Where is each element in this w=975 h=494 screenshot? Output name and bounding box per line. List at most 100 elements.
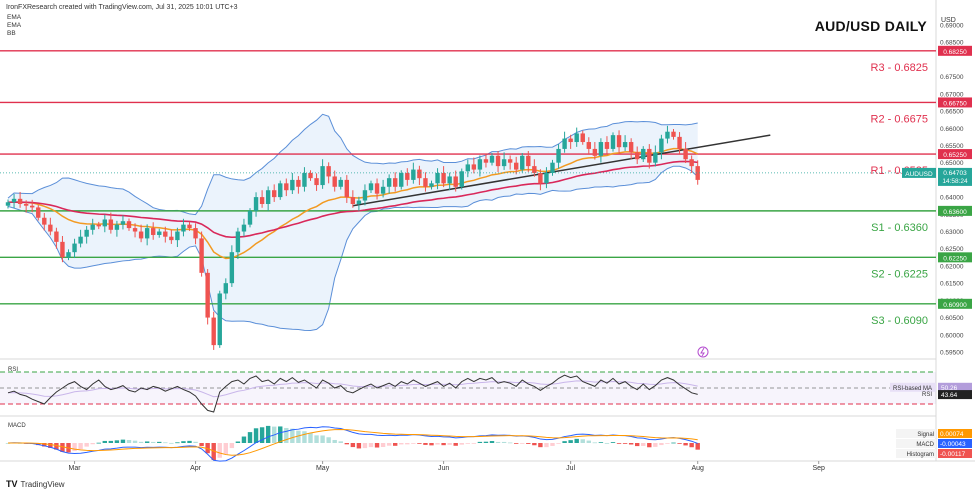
candle-body bbox=[187, 224, 192, 229]
candle-body bbox=[659, 138, 664, 153]
candle-body bbox=[429, 183, 434, 187]
candlesticks bbox=[5, 125, 700, 350]
indicator-ema-1[interactable]: EMA bbox=[7, 14, 22, 21]
candle-body bbox=[459, 171, 464, 187]
candle-body bbox=[181, 224, 186, 232]
tradingview-logo[interactable]: TV TradingView bbox=[6, 479, 65, 489]
macd-histogram-bar bbox=[689, 443, 694, 448]
macd-histogram-bar bbox=[429, 443, 434, 446]
trendline[interactable] bbox=[352, 134, 771, 207]
trendline-support bbox=[352, 134, 771, 207]
macd-histogram-bar bbox=[556, 443, 561, 444]
candle-body bbox=[556, 148, 561, 163]
symbol-tag-bg bbox=[902, 167, 936, 178]
price-tick-label: 0.64000 bbox=[940, 195, 964, 202]
macd-histogram-bar bbox=[48, 443, 53, 448]
candle-body bbox=[126, 221, 132, 229]
macd-histogram-bar bbox=[338, 441, 343, 443]
candle-body bbox=[622, 142, 628, 148]
candle-body bbox=[520, 155, 525, 170]
level-tag-s3: 0.60900 bbox=[943, 302, 967, 309]
price-tick-label: 0.66500 bbox=[940, 109, 964, 116]
price-tick-label: 0.60000 bbox=[940, 332, 964, 339]
macd-histogram-bar bbox=[683, 443, 688, 446]
macd-histogram-bar bbox=[598, 442, 604, 444]
candle-body bbox=[574, 133, 579, 143]
candle-body bbox=[435, 173, 440, 184]
candle-body bbox=[417, 169, 422, 179]
candle-body bbox=[447, 176, 452, 184]
candle-body bbox=[399, 173, 404, 187]
macd-value-tag: -0.00043 bbox=[940, 441, 966, 448]
level-tag-s2: 0.62250 bbox=[943, 255, 967, 262]
candle-body bbox=[290, 179, 295, 191]
candle-body bbox=[423, 178, 428, 187]
macd-histogram-bar bbox=[574, 438, 579, 443]
macd-histogram-bar bbox=[90, 443, 95, 445]
macd-histogram-bar bbox=[320, 435, 325, 443]
macd-histogram-bar bbox=[532, 443, 537, 446]
macd-histogram-bar bbox=[616, 443, 622, 444]
candle-body bbox=[538, 173, 543, 184]
indicator-bb[interactable]: BB bbox=[7, 30, 16, 37]
macd-histogram-bar bbox=[96, 442, 101, 444]
macd-histogram-bar bbox=[580, 439, 585, 443]
macd-value-tag-bg bbox=[938, 429, 972, 438]
candle-body bbox=[610, 135, 616, 149]
level-tag-bg-r3 bbox=[938, 45, 972, 56]
candle-body bbox=[272, 190, 277, 198]
candle-body bbox=[259, 197, 265, 204]
macd-histogram-bar bbox=[465, 443, 470, 444]
macd-histogram-bar bbox=[538, 443, 543, 448]
event-lightning-icon bbox=[697, 346, 709, 358]
macd-histogram-bar bbox=[126, 439, 132, 443]
rsi-pane-label: RSI bbox=[8, 367, 18, 373]
bollinger-upper bbox=[7, 113, 698, 216]
macd-histogram-bar bbox=[368, 443, 374, 448]
price-tick-label: 0.62000 bbox=[940, 263, 964, 270]
macd-histogram-bar bbox=[84, 443, 89, 447]
candle-body bbox=[30, 205, 35, 208]
candle-body bbox=[647, 148, 652, 163]
level-tag-r3: 0.68250 bbox=[943, 49, 967, 56]
bar-countdown: 14:58:24 bbox=[942, 178, 968, 185]
indicator-ema-2[interactable]: EMA bbox=[7, 22, 22, 29]
macd-histogram-bar bbox=[459, 443, 464, 445]
macd-histogram-bar bbox=[411, 443, 416, 444]
macd-histogram-bar bbox=[308, 432, 313, 443]
candle-body bbox=[362, 190, 368, 201]
candle-body bbox=[90, 224, 95, 230]
candle-body bbox=[36, 207, 41, 218]
candle-body bbox=[78, 236, 83, 244]
macd-histogram-bar bbox=[447, 443, 452, 445]
level-tag-bg-r2 bbox=[938, 97, 972, 108]
candle-body bbox=[471, 164, 477, 170]
macd-histogram-bar bbox=[665, 443, 670, 444]
candle-body bbox=[344, 179, 349, 198]
macd-histogram-bar bbox=[5, 443, 11, 444]
macd-value-tag: -0.00117 bbox=[940, 451, 966, 458]
macd-histogram-bar bbox=[489, 441, 495, 443]
macd-histogram-bar bbox=[514, 443, 519, 444]
macd-histogram-bar bbox=[205, 443, 210, 454]
candle-body bbox=[72, 243, 77, 253]
rsi-ma-label-bg bbox=[890, 382, 936, 392]
macd-histogram-bar bbox=[54, 443, 59, 450]
macd-histogram-bar bbox=[562, 441, 567, 443]
macd-histogram-bar bbox=[653, 443, 658, 447]
candle-body bbox=[338, 179, 343, 187]
candle-body bbox=[253, 197, 259, 211]
macd-histogram-bar bbox=[417, 443, 422, 444]
candle-body bbox=[108, 219, 114, 230]
macd-histogram-bar bbox=[108, 440, 114, 443]
currency-label: USD bbox=[941, 17, 956, 24]
macd-histogram-bar bbox=[393, 443, 398, 446]
time-axis[interactable]: Mar Apr May Jun Jul Aug Sep bbox=[69, 461, 826, 472]
candle-body bbox=[102, 219, 107, 227]
macd-histogram-bar bbox=[586, 440, 591, 443]
macd-histogram-bar bbox=[78, 443, 83, 450]
level-label-r3: R3 - 0.6825 bbox=[871, 62, 928, 74]
chart-credit: IronFXResearch created with TradingView.… bbox=[6, 4, 238, 11]
